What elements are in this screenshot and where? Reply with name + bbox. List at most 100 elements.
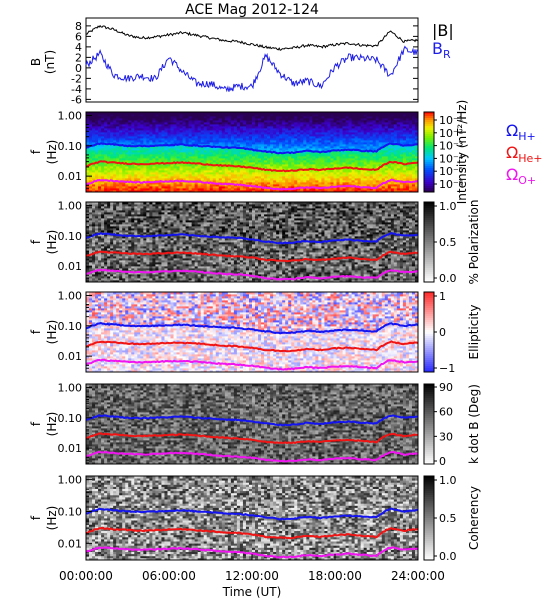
colorbar-tick-label: 90 (439, 381, 453, 394)
f-tick-label: 0.10 (58, 505, 83, 518)
b-r-line (85, 45, 419, 93)
gyro-legend: ΩH+ΩHe+ΩO+ (506, 121, 543, 187)
f-tick-label: 1.00 (58, 109, 83, 122)
colorbar-tick-label: 0.5 (439, 236, 457, 249)
spectrogram-frame-ellip (85, 291, 419, 373)
spectrogram-cells-polar (86, 202, 418, 282)
b-ytick-label: -2 (71, 72, 82, 85)
colorbar-tick-label: 30 (439, 430, 453, 443)
f-ylabel-unit: (Hz) (45, 230, 59, 255)
gyro-line-omega-O-ellip (86, 358, 418, 371)
spectrogram-cells-ellip (86, 292, 418, 372)
gyro-line-omega-O-coher (86, 546, 418, 559)
b-ylabel: B (29, 58, 43, 66)
x-axis-label: Time (UT) (222, 585, 282, 599)
gyro-legend-omega: Ω (506, 143, 518, 162)
spectrogram-cells-coher (86, 476, 418, 560)
b-ytick-label: 6 (75, 30, 82, 43)
colorbar-ellip: 1 0 −1 Ellipticity (423, 290, 481, 375)
b-ytick-label: 4 (75, 41, 82, 54)
figure-title: ACE Mag 2012-124 (185, 2, 319, 18)
b-field-frame (85, 17, 419, 103)
b-ytick-label: 2 (75, 51, 82, 64)
f-tick-label: 1.00 (58, 381, 83, 394)
colorbar-tick-label: −1 (439, 362, 455, 375)
colorbar-tick-label: 0.0 (439, 550, 457, 563)
colorbar-kdotb: 90 60 30 0 k dot B (Deg) (423, 381, 481, 468)
x-tick-label: 24:00:00 (391, 569, 445, 583)
f-tick-label: 0.01 (58, 537, 83, 550)
legend-b-total: |B| (432, 21, 454, 40)
colorbar-tick-label: 0 (439, 326, 446, 339)
colorbar-label-polar: % Polarization (467, 200, 481, 285)
f-ylabel: f (29, 149, 43, 154)
gyro-legend-ion: H+ (518, 130, 536, 143)
colorbar-tick-label: 10⁻⁵ (439, 165, 463, 178)
f-tick-label: 1.00 (58, 474, 83, 487)
gyro-line-omega-He-intensity (86, 160, 418, 173)
b-ytick-label: 8 (75, 20, 82, 33)
legend-b-r: BR (432, 39, 451, 61)
colorbar-tick-label: 10⁻⁶ (439, 178, 464, 191)
spectrogram-panel-intensity: 1.00 0.10 0.01 f (Hz) 10⁻¹10⁻²10⁻³10⁻⁴10⁻⁵10⁻… (29, 100, 543, 205)
f-tick-label: 0.10 (58, 412, 83, 425)
spectrogram-panel-coher: 1.00 0.10 0.01 f (Hz) 1.0 0.5 0.0 Coherency (29, 474, 481, 563)
gyro-legend-omega: Ω (506, 165, 518, 184)
colorbar-label-coher: Coherency (467, 486, 481, 550)
f-ylabel-unit: (Hz) (45, 140, 59, 165)
gyro-line-omega-He-polar (86, 250, 418, 263)
colorbar-tick-label: 1.0 (439, 200, 457, 213)
spectrogram-frame-intensity (85, 111, 419, 193)
colorbar-tick-label: 10⁻² (439, 127, 463, 140)
gyro-line-omega-H-polar (86, 231, 418, 245)
gyro-legend-he-plus: ΩHe+ (506, 143, 543, 165)
gyro-line-omega-He-ellip (86, 340, 418, 353)
gyro-line-omega-O-polar (86, 268, 418, 281)
f-tick-label: 1.00 (58, 199, 83, 212)
colorbar-frame-intensity (423, 111, 435, 193)
b-ytick-label: -6 (71, 93, 82, 106)
gyro-legend-h-plus: ΩH+ (506, 121, 536, 143)
x-tick-label: 06:00:00 (142, 569, 196, 583)
legend-b-r-main: B (432, 39, 443, 58)
x-tick-label: 12:00:00 (225, 569, 279, 583)
f-tick-label: 0.01 (58, 170, 83, 183)
gyro-legend-o-plus: ΩO+ (506, 165, 536, 187)
b-ytick-label: 0 (75, 62, 82, 75)
f-ylabel: f (29, 329, 43, 334)
colorbar-label-ellip: Ellipticity (467, 305, 481, 360)
colorbar-coher: 1.0 0.5 0.0 Coherency (423, 474, 481, 563)
f-tick-label: 0.01 (58, 350, 83, 363)
colorbar-tick-label: 0.5 (439, 512, 457, 525)
f-ylabel: f (29, 515, 43, 520)
b-ytick-label: -4 (71, 83, 82, 96)
colorbar-tick-label: 0 (439, 455, 446, 468)
b-total-line (85, 24, 419, 51)
gyro-legend-ion: O+ (518, 174, 536, 187)
spectrogram-cells-kdotb (86, 384, 418, 464)
f-tick-label: 0.01 (58, 442, 83, 455)
f-ylabel-unit: (Hz) (45, 506, 59, 531)
gyro-line-omega-H-intensity (86, 142, 418, 155)
f-ylabel-unit: (Hz) (45, 320, 59, 345)
f-tick-label: 0.01 (58, 260, 83, 273)
f-tick-label: 0.10 (58, 320, 83, 333)
spectrogram-panel-polar: 1.00 0.10 0.01 f (Hz) 1.0 0.5 0.0 % Polarization (29, 199, 481, 285)
spectrogram-panel-ellip: 1.00 0.10 0.01 f (Hz) 1 0 −1 Ellipticity (29, 289, 481, 375)
gyro-line-omega-He-coher (86, 526, 418, 540)
f-tick-label: 0.10 (58, 140, 83, 153)
colorbar-tick-label: 10⁻³ (439, 140, 463, 153)
b-unit: (nT) (43, 50, 57, 74)
gyro-line-omega-He-kdotb (86, 432, 418, 445)
f-tick-label: 0.10 (58, 230, 83, 243)
colorbar-label-kdotb: k dot B (Deg) (467, 384, 481, 464)
x-tick-label: 18:00:00 (308, 569, 362, 583)
colorbar-tick-label: 10⁻⁴ (439, 152, 464, 165)
gyro-legend-omega: Ω (506, 121, 518, 140)
gyro-line-omega-H-coher (86, 507, 418, 521)
colorbar-polar: 1.0 0.5 0.0 % Polarization (423, 200, 481, 285)
gyro-line-omega-O-kdotb (86, 450, 418, 463)
x-tick-label: 00:00:00 (59, 569, 113, 583)
